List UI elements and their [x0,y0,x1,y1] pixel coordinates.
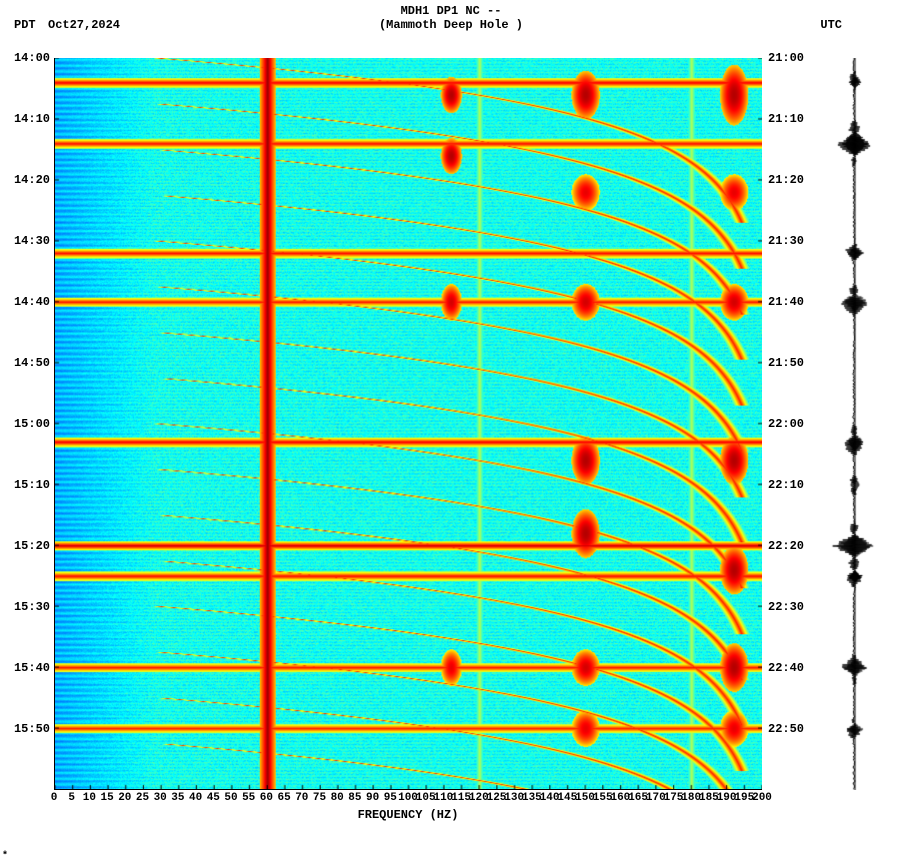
x-tick: 40 [189,792,202,804]
x-tick: 20 [118,792,131,804]
y-tick-right: 21:20 [768,173,816,187]
x-tick: 15 [100,792,113,804]
y-tick-right: 21:30 [768,234,816,248]
y-tick-right: 22:10 [768,478,816,492]
x-tick: 70 [295,792,308,804]
x-axis-label: FREQUENCY (HZ) [54,808,762,822]
footer-mark: * [2,851,8,862]
x-tick: 95 [384,792,397,804]
chart-title: MDH1 DP1 NC -- [0,4,902,18]
y-tick-right: 22:00 [768,417,816,431]
y-tick-left: 15:30 [8,600,50,614]
x-tick: 45 [207,792,220,804]
x-tick: 60 [260,792,273,804]
chart-subtitle: (Mammoth Deep Hole ) [0,18,902,32]
seismogram-canvas [820,58,890,790]
y-tick-right: 22:30 [768,600,816,614]
y-tick-right: 22:50 [768,722,816,736]
y-tick-right: 22:40 [768,661,816,675]
y-tick-left: 14:20 [8,173,50,187]
date-label: Oct27,2024 [48,18,120,32]
timezone-right-label: UTC [820,18,842,32]
x-tick: 65 [277,792,290,804]
y-tick-left: 14:40 [8,295,50,309]
x-tick: 10 [83,792,96,804]
x-tick: 55 [242,792,255,804]
x-tick: 0 [51,792,58,804]
x-tick: 50 [224,792,237,804]
timezone-left-label: PDT [14,18,36,32]
y-tick-right: 21:50 [768,356,816,370]
x-tick: 80 [331,792,344,804]
y-tick-left: 14:10 [8,112,50,126]
x-tick: 25 [136,792,149,804]
y-tick-right: 21:40 [768,295,816,309]
spectrogram-canvas [55,58,762,789]
x-tick: 5 [68,792,75,804]
x-tick: 35 [171,792,184,804]
y-tick-right: 21:10 [768,112,816,126]
y-tick-left: 15:40 [8,661,50,675]
y-tick-right: 21:00 [768,51,816,65]
y-tick-left: 15:20 [8,539,50,553]
seismogram-strip [820,58,890,790]
spectrogram-plot [54,58,762,790]
x-tick: 200 [752,792,772,804]
x-tick: 75 [313,792,326,804]
y-tick-left: 14:30 [8,234,50,248]
x-tick: 90 [366,792,379,804]
y-tick-left: 14:00 [8,51,50,65]
x-tick: 30 [154,792,167,804]
y-tick-right: 22:20 [768,539,816,553]
x-tick: 85 [348,792,361,804]
y-tick-left: 15:00 [8,417,50,431]
y-tick-left: 15:10 [8,478,50,492]
y-tick-left: 14:50 [8,356,50,370]
y-tick-left: 15:50 [8,722,50,736]
